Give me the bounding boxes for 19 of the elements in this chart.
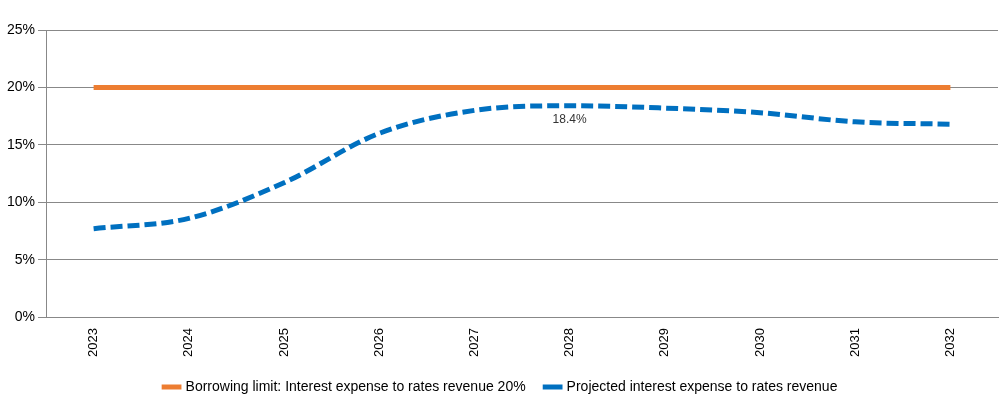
- y-tick-label: 0%: [14, 307, 36, 324]
- y-tick-label: 25%: [6, 20, 36, 37]
- x-tick-label: 2032: [941, 328, 957, 357]
- x-tick-label: 2026: [370, 328, 386, 357]
- y-tick-label: 20%: [6, 78, 36, 95]
- x-tick-label: 2028: [561, 328, 577, 357]
- legend-label: Projected interest expense to rates revenue: [566, 377, 838, 394]
- legend-label: Borrowing limit: Interest expense to rates revenue 20%: [185, 377, 526, 394]
- x-tick-label: 2023: [85, 328, 101, 357]
- x-tick-label: 2025: [275, 328, 291, 357]
- y-tick-label: 5%: [14, 250, 36, 267]
- x-tick-label: 2031: [846, 328, 862, 357]
- y-tick-label: 15%: [6, 135, 36, 152]
- data-label: 18.4%: [552, 112, 587, 127]
- x-tick-label: 2030: [751, 328, 767, 357]
- x-tick-label: 2029: [656, 328, 672, 357]
- y-tick-label: 10%: [6, 193, 36, 210]
- x-tick-label: 2024: [180, 328, 196, 357]
- x-tick-label: 2027: [465, 328, 481, 357]
